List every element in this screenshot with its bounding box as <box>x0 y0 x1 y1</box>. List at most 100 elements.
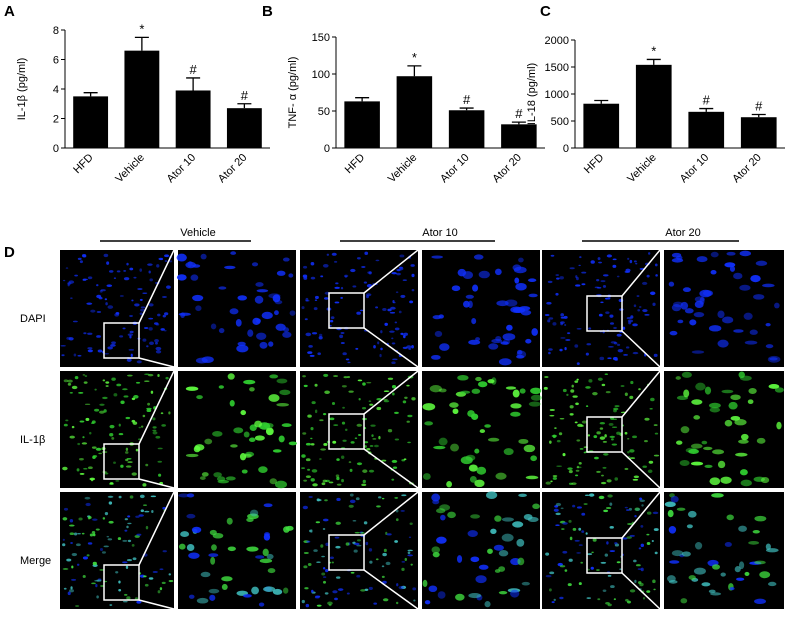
zoom-line <box>621 491 661 539</box>
cell <box>687 510 697 518</box>
cell <box>648 252 651 255</box>
cell <box>587 434 591 437</box>
cell <box>553 508 559 512</box>
cell <box>395 509 399 513</box>
cell <box>247 329 254 337</box>
cell <box>765 548 779 553</box>
cell <box>62 543 66 547</box>
cell <box>646 590 651 593</box>
cell <box>375 558 379 561</box>
cell <box>345 358 350 361</box>
cell <box>304 587 309 590</box>
cell <box>629 449 635 453</box>
cell <box>118 495 122 499</box>
cell <box>596 278 600 282</box>
cell <box>724 542 732 547</box>
cell <box>602 284 607 288</box>
cell <box>240 409 247 416</box>
cell <box>204 438 213 445</box>
cell <box>340 332 345 334</box>
cell <box>353 549 358 553</box>
cell <box>675 376 681 380</box>
cell <box>588 493 595 497</box>
cell <box>302 505 308 510</box>
cell <box>322 413 327 416</box>
cell <box>104 298 108 301</box>
cell <box>649 291 656 296</box>
cell <box>691 350 705 354</box>
y-tick-label: 500 <box>551 116 569 128</box>
cell <box>647 469 653 474</box>
cell <box>230 251 237 255</box>
cell <box>609 550 616 553</box>
cell <box>614 477 619 481</box>
cell <box>348 461 352 464</box>
cell <box>372 438 377 440</box>
cell <box>309 354 315 357</box>
x-tick-label: Ator 20 <box>216 152 250 186</box>
cell <box>671 304 682 312</box>
cell <box>81 532 85 535</box>
cell <box>122 539 128 542</box>
cell <box>199 476 206 480</box>
cell <box>358 434 362 436</box>
cell <box>575 474 579 477</box>
cell <box>599 356 605 361</box>
cell <box>586 597 591 599</box>
cell <box>230 444 238 448</box>
cell <box>579 448 584 450</box>
cell <box>407 549 413 552</box>
cell <box>567 467 573 470</box>
cell <box>402 279 407 281</box>
cell <box>653 353 658 357</box>
cell <box>164 260 168 262</box>
bar <box>635 64 672 148</box>
cell <box>155 341 158 345</box>
cell <box>391 271 397 275</box>
micrograph <box>300 492 418 609</box>
cell <box>115 311 120 315</box>
cell <box>652 579 656 584</box>
cell <box>560 507 564 510</box>
cell <box>213 472 222 478</box>
zoom-line <box>138 249 175 324</box>
cell <box>616 561 621 564</box>
cell <box>229 400 235 407</box>
cell <box>85 502 91 507</box>
zoom-line <box>138 370 175 445</box>
cell <box>95 528 100 531</box>
cell <box>381 575 385 578</box>
cell <box>646 542 651 546</box>
cell <box>585 352 589 356</box>
cell <box>263 422 274 429</box>
cell <box>398 585 405 590</box>
cell <box>307 563 312 567</box>
cell <box>422 579 428 588</box>
x-tick-label: Ator 10 <box>438 152 472 186</box>
cell <box>118 423 121 427</box>
cell <box>334 301 340 304</box>
cell <box>633 559 637 563</box>
cell <box>596 569 600 571</box>
cell <box>638 388 641 391</box>
cell <box>616 333 622 337</box>
cell <box>282 257 290 262</box>
cell <box>236 344 249 353</box>
cell <box>646 274 650 278</box>
cell <box>624 392 628 397</box>
cell <box>614 405 620 408</box>
cell <box>685 447 698 453</box>
cell <box>567 583 572 587</box>
cell <box>384 322 388 326</box>
cell <box>655 274 658 277</box>
cell <box>640 543 645 548</box>
cell <box>514 277 520 284</box>
cell <box>63 507 69 511</box>
cell <box>544 375 549 379</box>
cell <box>604 553 609 557</box>
cell <box>401 332 404 336</box>
cell <box>330 316 335 320</box>
cell <box>555 524 560 527</box>
cell <box>276 403 289 407</box>
cell <box>616 343 621 346</box>
